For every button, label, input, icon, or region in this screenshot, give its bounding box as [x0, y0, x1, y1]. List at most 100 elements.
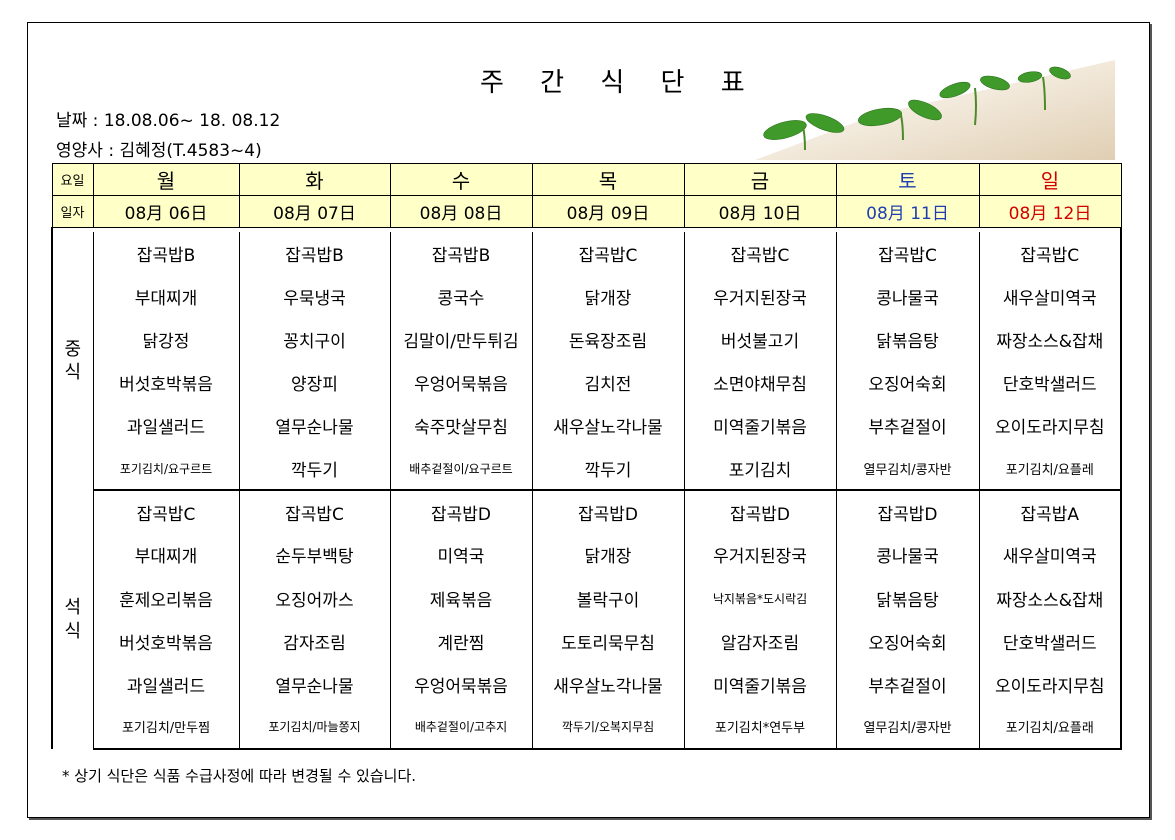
dinner-dish-wed: 계란찜 — [389, 619, 532, 663]
dinner-dish-fri: 알감자조림 — [683, 619, 836, 663]
lunch-label: 중식 — [51, 231, 94, 491]
dinner-dish-fri: 포기김치*연두부 — [683, 705, 836, 751]
footnote: * 상기 식단은 식품 수급사정에 따라 변경될 수 있습니다. — [62, 767, 417, 785]
lunch-dish-tue: 깍두기 — [238, 447, 390, 492]
lunch-dish-thu: 김치전 — [531, 361, 684, 405]
lunch-row: 버섯호박볶음 양장피 우엉어묵볶음 김치전 소면야채무침 오징어숙회 단호박샐러드 — [52, 361, 1122, 405]
lunch-dish-thu: 깍두기 — [531, 447, 684, 492]
lunch-dish-thu: 돈육장조림 — [531, 317, 684, 361]
dinner-dish-tue: 감자조림 — [238, 619, 390, 663]
lunch-dish-wed: 김말이/만두튀김 — [389, 317, 532, 361]
date-wed: 08月 08日 — [389, 195, 533, 229]
lunch-dish-fri: 잡곡밥C — [683, 231, 836, 275]
lunch-dish-sat: 잡곡밥C — [835, 231, 979, 275]
dinner-dish-tue: 잡곡밥C — [238, 490, 390, 534]
dietitian-info: 영양사 : 김혜정(T.4583~4) — [56, 141, 262, 161]
lunch-row: 닭강정 꽁치구이 김말이/만두튀김 돈육장조림 버섯불고기 닭볶음탕 짜장소스&잡채 — [52, 317, 1122, 361]
page-title: 주 간 식 단 표 — [480, 68, 759, 98]
day-wed: 수 — [389, 162, 533, 197]
lunch-dish-tue: 잡곡밥B — [238, 231, 390, 275]
dinner-row: 훈제오리볶음 오징어까스 제육볶음 볼락구이 낙지볶음*도시락김 닭볶음탕 짜장소스&잡채 — [52, 576, 1122, 620]
dinner-dish-sun: 짜장소스&잡채 — [978, 576, 1122, 620]
lunch-dish-sat: 오징어숙회 — [835, 361, 979, 405]
dinner-dish-tue: 오징어까스 — [238, 576, 390, 620]
date-sat: 08月 11日 — [835, 195, 980, 229]
dinner-dish-thu: 새우살노각나물 — [531, 662, 684, 706]
dinner-dish-sun: 단호박샐러드 — [978, 619, 1122, 663]
dinner-dish-sun: 오이도라지무침 — [978, 662, 1122, 706]
dinner-dish-sat: 잡곡밥D — [835, 490, 979, 534]
dinner-dish-sat: 콩나물국 — [835, 533, 979, 577]
date-sun: 08月 12日 — [978, 195, 1122, 229]
dinner-section: 석식 잡곡밥C 잡곡밥C 잡곡밥D 잡곡밥D 잡곡밥D 잡곡밥D 잡곡밥A 부대찌개 순두부백탕 미… — [51, 490, 1122, 751]
date-range: 날짜 : 18.08.06~ 18. 08.12 — [56, 111, 281, 131]
dinner-dish-sat: 열무김치/콩자반 — [835, 705, 979, 751]
date-header-row: 일자 08月 06日 08月 07日 08月 08日 08月 09日 08月 1… — [51, 195, 1122, 229]
lunch-dish-wed: 잡곡밥B — [389, 231, 532, 275]
lunch-dish-mon: 버섯호박볶음 — [92, 361, 239, 405]
lunch-dish-mon: 잡곡밥B — [92, 231, 239, 275]
day-fri: 금 — [683, 162, 837, 197]
lunch-dish-fri: 버섯불고기 — [683, 317, 836, 361]
day-thu: 목 — [531, 162, 685, 197]
dinner-dish-mon: 훈제오리볶음 — [92, 576, 239, 620]
lunch-section: 중식 잡곡밥B 잡곡밥B 잡곡밥B 잡곡밥C 잡곡밥C 잡곡밥C 잡곡밥C 부대찌개 우묵냉국 콩국… — [51, 231, 1122, 492]
day-tue: 화 — [238, 162, 391, 197]
lunch-dish-sun: 단호박샐러드 — [978, 361, 1122, 405]
lunch-dish-fri: 미역줄기볶음 — [683, 404, 836, 448]
dinner-dish-tue: 열무순나물 — [238, 662, 390, 706]
dinner-dish-tue: 포기김치/마늘쫑지 — [238, 705, 390, 751]
date-tue: 08月 07日 — [238, 195, 391, 229]
dinner-row: 과일샐러드 열무순나물 우엉어묵볶음 새우살노각나물 미역줄기볶음 부추겉절이 오이도라지무… — [52, 662, 1122, 706]
lunch-dish-wed: 우엉어묵볶음 — [389, 361, 532, 405]
date-fri: 08月 10日 — [683, 195, 837, 229]
lunch-dish-sat: 부추겉절이 — [835, 404, 979, 448]
day-sun: 일 — [978, 162, 1122, 197]
lunch-row: 과일샐러드 열무순나물 숙주맛살무침 새우살노각나물 미역줄기볶음 부추겉절이 오이도라지무… — [52, 404, 1122, 448]
dinner-dish-mon: 부대찌개 — [92, 533, 239, 577]
dinner-dish-thu: 도토리묵무침 — [531, 619, 684, 663]
dinner-dish-wed: 잡곡밥D — [389, 490, 532, 534]
dinner-row: 석식 잡곡밥C 잡곡밥C 잡곡밥D 잡곡밥D 잡곡밥D 잡곡밥D 잡곡밥A — [51, 490, 1122, 749]
dinner-label-text: 석식 — [64, 597, 82, 642]
lunch-dish-tue: 우묵냉국 — [238, 274, 390, 318]
lunch-dish-thu: 잡곡밥C — [531, 231, 684, 275]
lunch-dish-thu: 닭개장 — [531, 274, 684, 318]
lunch-dish-wed: 숙주맛살무침 — [389, 404, 532, 448]
lunch-dish-sun: 오이도라지무침 — [978, 404, 1122, 448]
dinner-dish-mon: 과일샐러드 — [92, 662, 239, 706]
dinner-dish-thu: 깍두기/오복지무침 — [531, 705, 684, 751]
dinner-dish-sat: 부추겉절이 — [835, 662, 979, 706]
dinner-dish-fri: 미역줄기볶음 — [683, 662, 836, 706]
dinner-dish-wed: 제육볶음 — [389, 576, 532, 620]
dinner-dish-sat: 닭볶음탕 — [835, 576, 979, 620]
dinner-dish-fri: 낙지볶음*도시락김 — [683, 576, 836, 620]
dinner-dish-wed: 우엉어묵볶음 — [389, 662, 532, 706]
dinner-dish-mon: 잡곡밥C — [92, 490, 239, 534]
lunch-row: 포기김치/요구르트 깍두기 배추겉절이/요구르트 깍두기 포기김치 열무김치/콩자반 포기김… — [52, 447, 1122, 492]
date-thu: 08月 09日 — [531, 195, 685, 229]
lunch-dish-fri: 소면야채무침 — [683, 361, 836, 405]
dinner-dish-thu: 볼락구이 — [531, 576, 684, 620]
menu-table: 요일 월 화 수 목 금 토 일 일자 08月 06日 08月 07日 08月 … — [51, 162, 1122, 751]
lunch-dish-sat: 열무김치/콩자반 — [835, 447, 979, 492]
lunch-dish-tue: 열무순나물 — [238, 404, 390, 448]
dinner-dish-wed: 배추겉절이/고추지 — [389, 705, 532, 751]
dinner-dish-sat: 오징어숙회 — [835, 619, 979, 663]
lunch-dish-sun: 포기김치/요플레 — [978, 447, 1122, 492]
lunch-dish-sat: 콩나물국 — [835, 274, 979, 318]
dinner-dish-tue: 순두부백탕 — [238, 533, 390, 577]
sprouts-illustration — [755, 60, 1115, 160]
lunch-dish-sun: 잡곡밥C — [978, 231, 1122, 275]
lunch-dish-sat: 닭볶음탕 — [835, 317, 979, 361]
dinner-dish-wed: 미역국 — [389, 533, 532, 577]
lunch-dish-sun: 짜장소스&잡채 — [978, 317, 1122, 361]
lunch-label-text: 중식 — [64, 338, 82, 383]
lunch-row: 중식 잡곡밥B 잡곡밥B 잡곡밥B 잡곡밥C 잡곡밥C 잡곡밥C 잡곡밥C — [51, 231, 1122, 491]
lunch-dish-sun: 새우살미역국 — [978, 274, 1122, 318]
lunch-dish-thu: 새우살노각나물 — [531, 404, 684, 448]
spacer-row — [51, 227, 1122, 232]
dinner-row: 버섯호박볶음 감자조림 계란찜 도토리묵무침 알감자조림 오징어숙회 단호박샐러드 — [52, 619, 1122, 663]
day-mon: 월 — [92, 162, 240, 197]
lunch-dish-tue: 양장피 — [238, 361, 390, 405]
